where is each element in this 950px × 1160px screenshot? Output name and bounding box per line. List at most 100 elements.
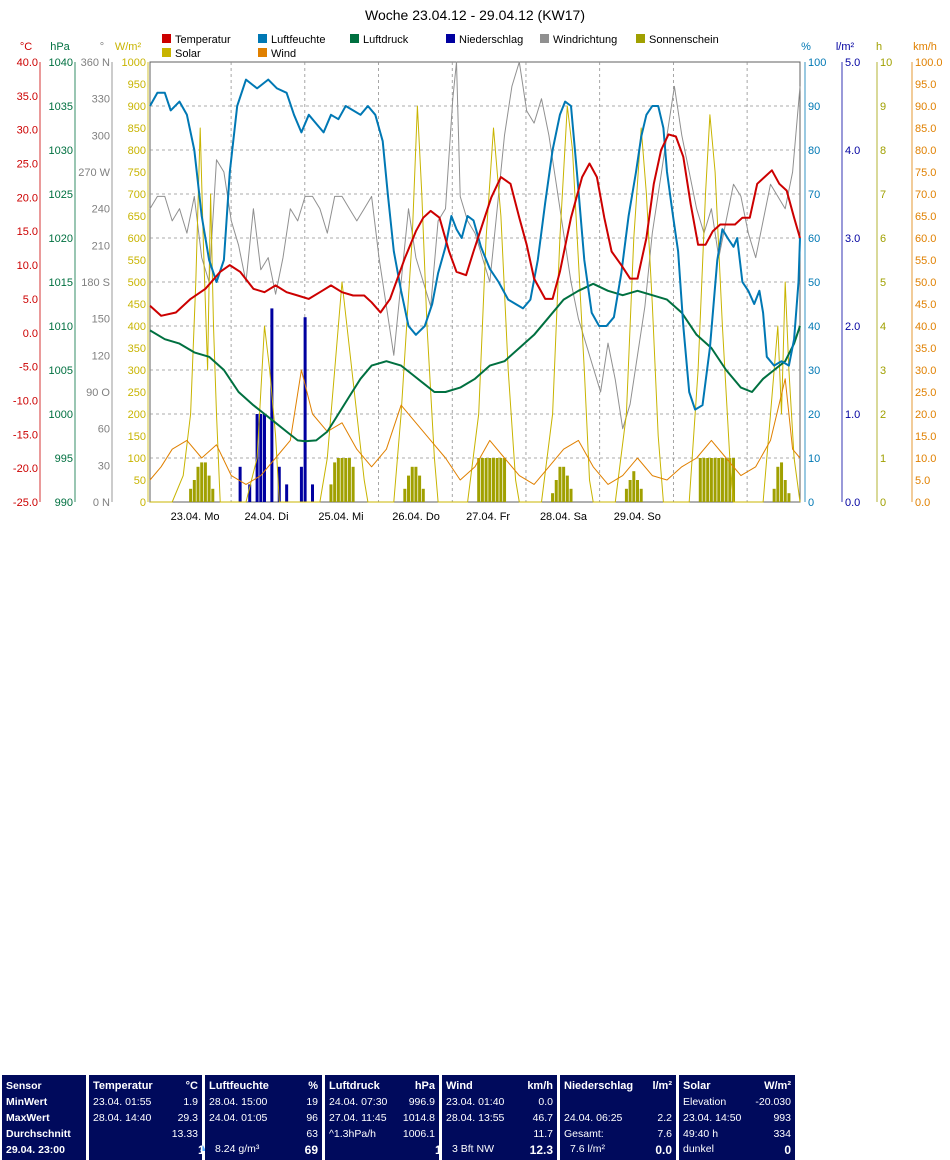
solar-tick-label: 600 (128, 233, 146, 245)
summary-panel: Sensor MinWert MaxWert Durchschnitt 29.0… (0, 535, 950, 1160)
solar-tick-label: 200 (128, 409, 146, 421)
solar-tick-label: 0 (140, 497, 146, 509)
bar-sonnenschein (414, 466, 418, 502)
pressure-tick-label: 1020 (49, 233, 73, 245)
bar-sonnenschein (503, 458, 507, 502)
bar-niederschlag (285, 484, 289, 502)
bar-sonnenschein (403, 488, 407, 502)
bar-sonnenschein (200, 462, 204, 502)
bar-sonnenschein (720, 458, 724, 502)
sensor-row-avg: Durchschnitt (6, 1128, 71, 1140)
wind_speed-tick-label: 20.0 (915, 409, 936, 421)
bar-sonnenschein (192, 480, 196, 502)
wind_speed-tick-label: 0.0 (915, 497, 930, 509)
temperature-avg: 13.33 (171, 1128, 198, 1140)
weather-chart: Woche 23.04.12 - 29.04.12 (KW17) Tempera… (13, 7, 943, 523)
humidity-tick-label: 10 (808, 453, 820, 465)
temperature-box: Temperatur °C 23.04. 01:55 1.9 28.04. 14:… (89, 1075, 221, 1160)
rain-unit: l/m² (652, 1080, 672, 1092)
rain-max-time: 24.04. 06:25 (564, 1112, 623, 1124)
pressure-box: Luftdruck hPa 24.04. 07:30 996.9 27.04. 1… (325, 1075, 472, 1160)
wind-min-val: 0.0 (538, 1096, 553, 1108)
bar-sonnenschein (329, 484, 333, 502)
bar-sonnenschein (407, 475, 411, 502)
x-tick-label: 24.04. Di (244, 511, 288, 523)
wind_dir-tick-label: 120 (92, 350, 110, 362)
sensor-title: Sensor (6, 1080, 42, 1092)
pressure-trend-text: ^1.3hPa/h (329, 1128, 376, 1140)
series-windrichtung (149, 61, 801, 430)
legend: Temperatur Luftfeuchte Luftdruck Niederschl… (162, 34, 719, 60)
solar-current: 0 (784, 1143, 791, 1157)
sun-tick-label: 5 (880, 277, 886, 289)
temperature-max-time: 28.04. 14:40 (93, 1112, 152, 1124)
wind_speed-tick-label: 15.0 (915, 431, 936, 443)
temperature-tick-label: 0.0 (23, 328, 38, 340)
temperature-tick-label: 25.0 (17, 159, 38, 171)
wind_dir-tick-label: 360 N (81, 57, 110, 69)
humidity-unit: % (308, 1080, 318, 1092)
wind-unit: km/h (527, 1080, 553, 1092)
bar-sonnenschein (351, 466, 355, 502)
solar-tick-label: 1000 (122, 57, 146, 69)
bar-sonnenschein (772, 488, 776, 502)
bar-niederschlag (248, 484, 252, 502)
humidity-tick-label: 80 (808, 145, 820, 157)
solar-tick-label: 500 (128, 277, 146, 289)
legend-swatch (350, 34, 359, 43)
bar-sonnenschein (698, 458, 702, 502)
wind_speed-tick-label: 60.0 (915, 233, 936, 245)
bar-sonnenschein (551, 493, 555, 502)
pressure-title: Luftdruck (329, 1080, 380, 1092)
wind_dir-tick-label: 210 (92, 240, 110, 252)
temperature-title: Temperatur (93, 1080, 153, 1092)
bar-sonnenschein (632, 471, 636, 502)
solar-box: Solar W/m² Elevation -20.030 23.04. 14:50… (679, 1075, 795, 1160)
bar-sonnenschein (410, 466, 414, 502)
humidity-tick-label: 60 (808, 233, 820, 245)
humidity-max-time: 24.04. 01:05 (209, 1112, 268, 1124)
pressure-tick-label: 1015 (49, 277, 73, 289)
wind_dir-tick-label: 330 (92, 94, 110, 106)
solar-tick-label: 450 (128, 299, 146, 311)
solar-tick-label: 850 (128, 123, 146, 135)
humidity-abs: 8.24 g/m³ (215, 1143, 260, 1155)
wind_speed-tick-label: 45.0 (915, 299, 936, 311)
pressure-tick-label: 995 (55, 453, 73, 465)
bar-sonnenschein (776, 466, 780, 502)
legend-label: Temperatur (175, 34, 231, 46)
rain-tick-label: 4.0 (845, 145, 860, 157)
rain-tick-label: 3.0 (845, 233, 860, 245)
x-tick-label: 27.04. Fr (466, 511, 510, 523)
bar-niederschlag (238, 466, 242, 502)
bar-sonnenschein (499, 458, 503, 502)
legend-label: Niederschlag (459, 34, 523, 46)
temperature-tick-label: 10.0 (17, 260, 38, 272)
wind-max-time: 28.04. 13:55 (446, 1112, 505, 1124)
wind-min-time: 23.04. 01:40 (446, 1096, 505, 1108)
wind_speed-tick-label: 30.0 (915, 365, 936, 377)
bar-sonnenschein (565, 475, 569, 502)
legend-label: Sonnenschein (649, 34, 719, 46)
bar-sonnenschein (562, 466, 566, 502)
legend-label: Luftfeuchte (271, 34, 325, 46)
humidity-title: Luftfeuchte (209, 1080, 269, 1092)
bar-sonnenschein (189, 488, 193, 502)
solar-max-time: 23.04. 14:50 (683, 1112, 742, 1124)
wind_speed-tick-label: 65.0 (915, 211, 936, 223)
temperature-min-time: 23.04. 01:55 (93, 1096, 152, 1108)
bar-sonnenschein (488, 458, 492, 502)
humidity-tick-label: 30 (808, 365, 820, 377)
temperature-tick-label: 40.0 (17, 57, 38, 69)
wind_speed-tick-label: 25.0 (915, 387, 936, 399)
bar-sonnenschein (495, 458, 499, 502)
solar-tick-label: 950 (128, 79, 146, 91)
bar-sonnenschein (724, 458, 728, 502)
temperature-tick-label: 30.0 (17, 125, 38, 137)
humidity-tick-label: 20 (808, 409, 820, 421)
temperature-axis-unit: °C (20, 41, 32, 53)
sun-tick-label: 2 (880, 409, 886, 421)
solar-tick-label: 250 (128, 387, 146, 399)
humidity-tick-label: 90 (808, 101, 820, 113)
legend-swatch (258, 48, 267, 57)
